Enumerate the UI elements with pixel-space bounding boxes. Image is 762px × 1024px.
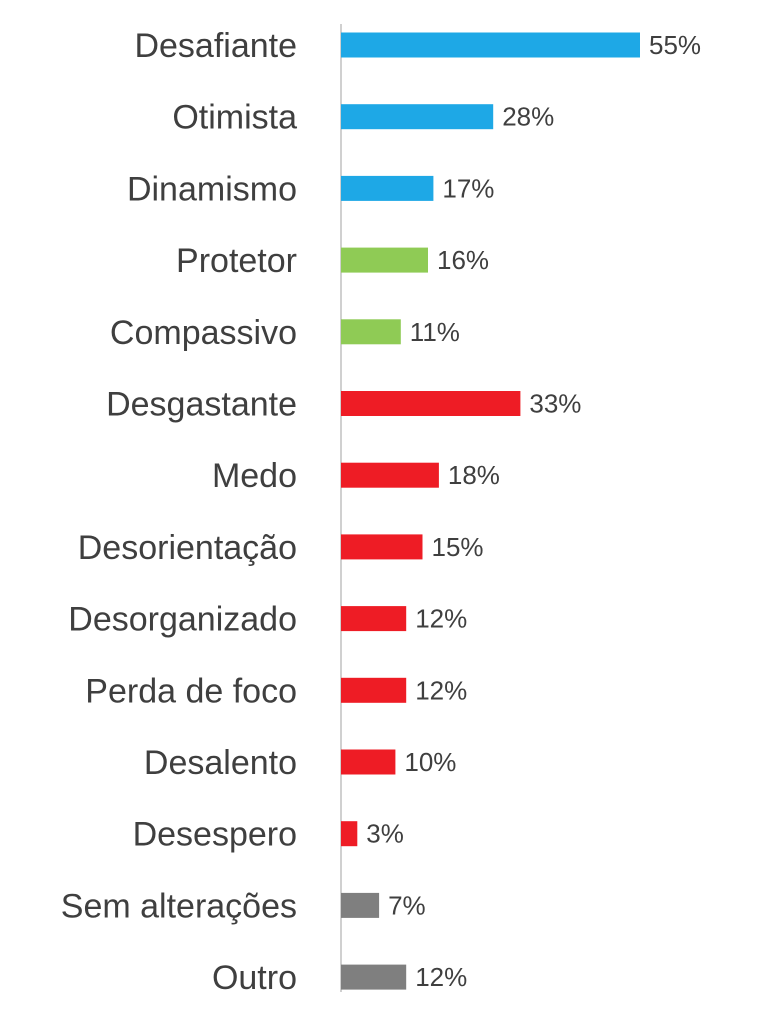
bars-group bbox=[341, 32, 640, 990]
bar-9 bbox=[341, 677, 407, 703]
bar-2 bbox=[341, 175, 434, 201]
category-label: Desalento bbox=[144, 744, 297, 782]
bar-8 bbox=[341, 606, 407, 632]
category-label: Compassivo bbox=[110, 314, 297, 352]
value-label: 17% bbox=[442, 173, 494, 203]
category-label: Otimista bbox=[172, 99, 297, 137]
bar-1 bbox=[341, 104, 494, 130]
bar-10 bbox=[341, 749, 396, 775]
value-label: 3% bbox=[366, 819, 404, 849]
value-label: 7% bbox=[388, 890, 426, 920]
bar-13 bbox=[341, 964, 407, 990]
value-labels-group: 55% 28% 17% 16% 11% 33% 18% 15% 12% 12% 10% 3% 7% 12% bbox=[366, 30, 701, 992]
category-label: Sem alterações bbox=[61, 887, 297, 925]
bar-11 bbox=[341, 821, 358, 847]
value-label: 12% bbox=[415, 675, 467, 705]
category-label: Medo bbox=[212, 457, 297, 495]
bar-12 bbox=[341, 892, 380, 918]
bar-7 bbox=[341, 534, 423, 560]
category-label: Perda de foco bbox=[85, 672, 297, 710]
category-label: Dinamismo bbox=[127, 170, 297, 208]
bar-5 bbox=[341, 391, 521, 416]
value-label: 10% bbox=[404, 747, 456, 777]
bar-6 bbox=[341, 462, 439, 488]
category-label: Outro bbox=[212, 959, 297, 997]
value-label: 33% bbox=[529, 389, 581, 419]
bar-0 bbox=[341, 32, 640, 58]
category-label: Desorientação bbox=[78, 529, 297, 567]
value-label: 12% bbox=[415, 962, 467, 992]
category-label: Protetor bbox=[176, 242, 297, 280]
value-label: 11% bbox=[410, 317, 460, 347]
value-label: 28% bbox=[502, 102, 554, 132]
category-labels-group: Desafiante Otimista Dinamismo Protetor Compa… bbox=[61, 27, 297, 997]
value-label: 12% bbox=[415, 604, 467, 634]
value-label: 18% bbox=[448, 460, 500, 490]
bar-4 bbox=[341, 319, 401, 345]
value-label: 15% bbox=[432, 532, 484, 562]
category-label: Desafiante bbox=[134, 27, 297, 65]
bar-3 bbox=[341, 247, 428, 273]
category-label: Desespero bbox=[133, 816, 297, 854]
value-label: 55% bbox=[649, 30, 701, 60]
value-label: 16% bbox=[437, 245, 489, 275]
category-label: Desorganizado bbox=[68, 601, 297, 639]
category-label: Desgastante bbox=[106, 386, 297, 424]
